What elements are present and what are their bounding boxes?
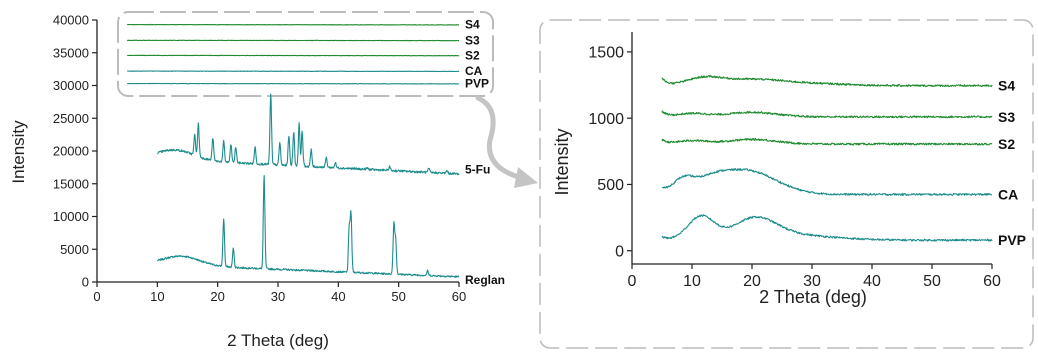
right-x-tick-label: 40 (863, 273, 881, 290)
left-x-tick-label: 60 (452, 289, 466, 304)
right-x-tick-label: 20 (743, 273, 761, 290)
left-series-line-pvp (127, 82, 460, 85)
left-x-tick-label: 10 (150, 289, 164, 304)
right-chart: 0 10 20 30 40 50 60 0 500 1000 1500 PVP CA S2 S3 S4 2 … (552, 32, 1026, 307)
left-series-label-reglan: Reglan (465, 273, 505, 287)
left-y-tick-label: 30000 (53, 78, 89, 93)
right-series-line-pvp (661, 214, 993, 242)
right-x-tick-label: 60 (983, 273, 1001, 290)
left-x-tick-label: 40 (331, 289, 345, 304)
left-series-label-pvp: PVP (465, 77, 489, 91)
right-y-tick-label: 0 (615, 243, 624, 260)
right-series-line-s3 (661, 110, 993, 119)
right-series-line-s2 (661, 137, 993, 146)
left-chart: 0 10 20 30 40 50 60 0 5000 10000 15000 20000 25000 30… (9, 13, 505, 350)
right-series-label-ca: CA (998, 186, 1018, 202)
left-x-tick-label: 20 (210, 289, 224, 304)
left-y-tick-label: 20000 (53, 144, 89, 159)
right-series-label-pvp: PVP (998, 232, 1026, 248)
left-series-line-5-fu (157, 93, 460, 176)
left-y-tick-label: 0 (82, 275, 89, 290)
right-x-axis-title: 2 Theta (deg) (759, 287, 867, 307)
right-y-tick-label: 500 (597, 177, 624, 194)
left-y-tick-label: 10000 (53, 209, 89, 224)
left-y-tick-label: 35000 (53, 45, 89, 60)
left-series-label-s2: S2 (465, 48, 480, 62)
callout-arrow (475, 95, 525, 181)
zoom-panel-frame (539, 19, 1034, 349)
right-y-tick-label: 1000 (588, 111, 624, 128)
right-series-label-s2: S2 (998, 136, 1015, 152)
left-y-axis-title: Intensity (9, 120, 28, 184)
left-series-line-s4 (126, 23, 460, 26)
right-x-tick-label: 50 (923, 273, 941, 290)
left-series-group (126, 23, 460, 278)
left-axes: 0 10 20 30 40 50 60 0 5000 10000 15000 20000 25000 30… (53, 13, 466, 304)
callout-box (117, 11, 494, 97)
right-y-tick-label: 1500 (588, 44, 624, 61)
left-series-line-s2 (127, 54, 460, 57)
right-x-tick-label: 0 (628, 273, 637, 290)
right-series-labels: PVP CA S2 S3 S4 (998, 78, 1026, 248)
left-series-label-s3: S3 (465, 33, 480, 47)
right-series-label-s3: S3 (998, 109, 1015, 125)
right-series-label-s4: S4 (998, 78, 1015, 94)
left-y-tick-label: 15000 (53, 176, 89, 191)
left-x-axis-title: 2 Theta (deg) (227, 331, 329, 350)
left-series-line-reglan (156, 175, 460, 278)
left-x-tick-label: 0 (93, 289, 100, 304)
right-series-group (661, 75, 993, 242)
right-series-line-ca (661, 168, 993, 196)
left-series-label-5-fu: 5-Fu (465, 162, 490, 176)
left-y-tick-label: 5000 (60, 242, 89, 257)
right-x-tick-label: 30 (803, 273, 821, 290)
left-series-line-ca (126, 70, 460, 73)
left-series-line-s3 (126, 39, 460, 42)
right-y-axis-title: Intensity (552, 128, 572, 195)
left-y-tick-label: 40000 (53, 13, 89, 28)
right-x-tick-label: 10 (683, 273, 701, 290)
left-x-tick-label: 50 (391, 289, 405, 304)
left-series-label-ca: CA (465, 64, 483, 78)
left-series-label-s4: S4 (465, 18, 480, 32)
right-series-line-s4 (661, 75, 993, 88)
callout-arrowhead (514, 167, 538, 188)
left-y-tick-label: 25000 (53, 111, 89, 126)
left-x-tick-label: 30 (271, 289, 285, 304)
right-axes: 0 10 20 30 40 50 60 0 500 1000 1500 (588, 32, 1001, 290)
